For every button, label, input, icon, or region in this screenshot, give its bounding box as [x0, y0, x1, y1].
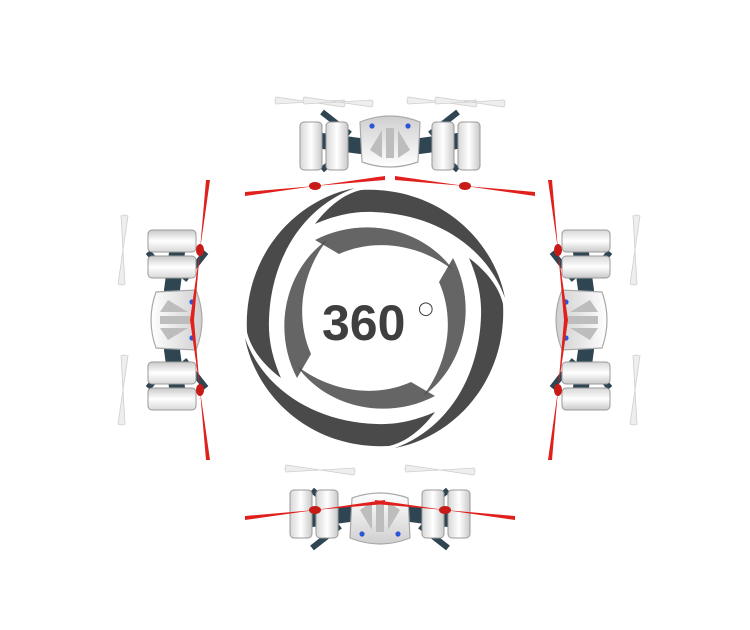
rotation-swirl [245, 188, 505, 448]
rotation-label: 360 [322, 295, 405, 351]
drone-view-right [548, 180, 641, 460]
drone-view-bottom [245, 464, 515, 548]
drone-view-top [245, 96, 535, 196]
degree-symbol: ○ [418, 298, 434, 319]
drone-view-left [117, 180, 210, 460]
